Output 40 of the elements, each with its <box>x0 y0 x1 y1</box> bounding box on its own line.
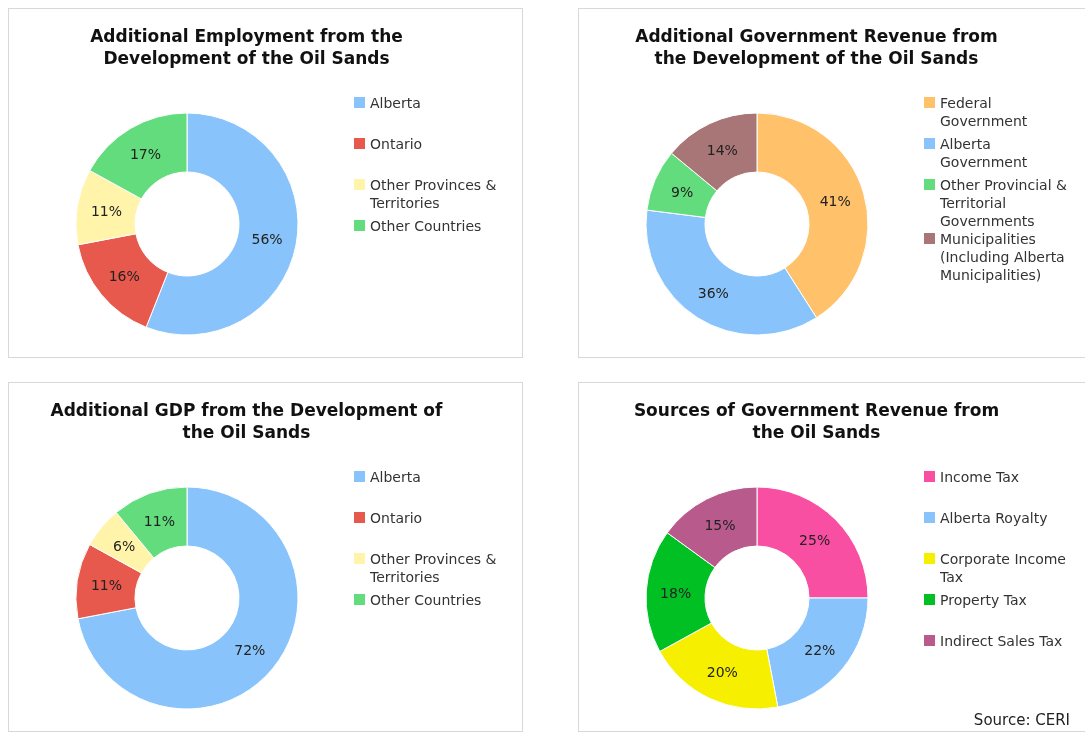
source-note: Source: CERI <box>973 711 1070 729</box>
data-label: 11% <box>90 577 123 594</box>
legend-label: Federal Government <box>940 94 1029 130</box>
data-label: 18% <box>660 584 692 601</box>
legend-label: Corporate Income Tax <box>940 550 1067 586</box>
legend-label: Municipalities (Including Alberta Municipalities) <box>940 230 1066 284</box>
data-label: 41% <box>819 193 851 210</box>
legend-label: Alberta <box>370 94 421 112</box>
data-label: 15% <box>704 517 736 534</box>
data-label: 36% <box>697 284 729 301</box>
data-label: 11% <box>90 203 123 220</box>
legend-label: Alberta Government <box>940 135 1029 171</box>
legend-label: Other Countries <box>370 217 482 235</box>
chart-title: Additional Government Revenue from the Development of the Oil Sands <box>634 25 999 69</box>
data-label: 6% <box>113 538 136 555</box>
legend-label: Property Tax <box>940 591 1027 609</box>
data-label: 17% <box>129 145 162 162</box>
chart-title: Sources of Government Revenue from the Oil Sands <box>632 399 1001 443</box>
legend-label: Indirect Sales Tax <box>940 632 1063 650</box>
chart-title: Additional Employment from the Development of the Oil Sands <box>89 25 404 69</box>
legend-label: Other Provinces & Territories <box>370 550 498 586</box>
legend-label: Other Provincial & Territorial Governments <box>940 176 1068 230</box>
chart-title: Additional GDP from the Development of the Oil Sands <box>49 399 444 443</box>
donut-slice <box>77 486 299 710</box>
data-label: 11% <box>143 513 175 530</box>
legend-label: Other Countries <box>370 591 482 609</box>
data-label: 9% <box>671 183 694 200</box>
data-label: 20% <box>706 663 738 680</box>
legend-label: Alberta Royalty <box>940 509 1048 527</box>
legend-label: Income Tax <box>940 468 1020 486</box>
data-label: 16% <box>108 267 140 284</box>
data-label: 56% <box>251 231 283 248</box>
legend-label: Ontario <box>370 135 423 153</box>
legend-label: Ontario <box>370 509 423 527</box>
legend-label: Alberta <box>370 468 421 486</box>
data-label: 14% <box>706 142 738 159</box>
data-label: 25% <box>799 532 831 549</box>
data-label: 22% <box>804 641 836 658</box>
legend-label: Other Provinces & Territories <box>370 176 498 212</box>
data-label: 72% <box>234 641 266 658</box>
